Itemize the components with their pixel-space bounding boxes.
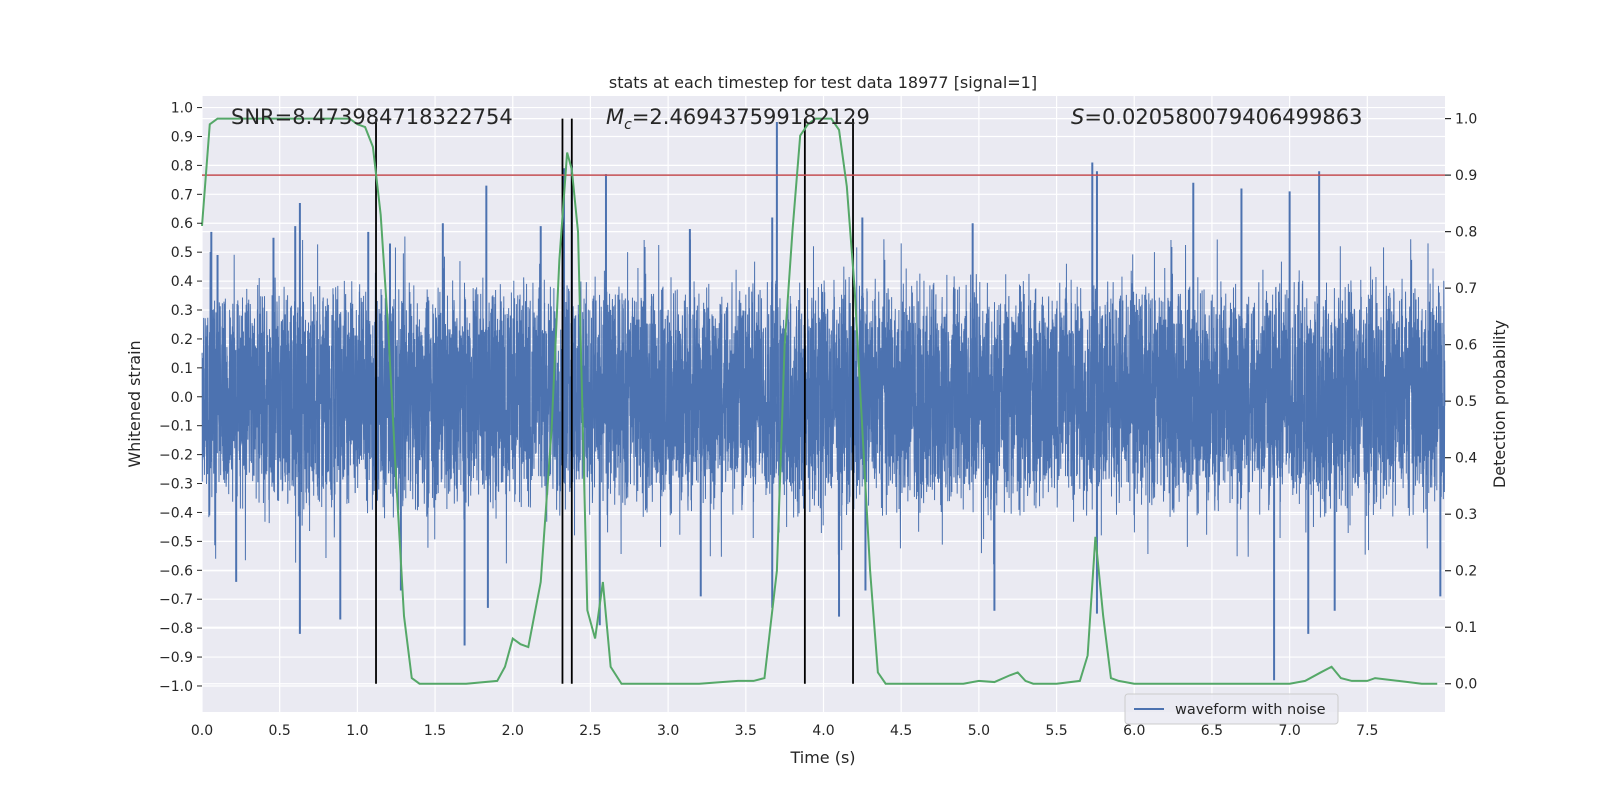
right-tick-label-5: 0.5 [1455, 394, 1477, 410]
s-value: =0.020580079406499863 [1084, 105, 1362, 129]
right-tick-label-0: 0.0 [1455, 677, 1477, 693]
s-annotation: S=0.020580079406499863 [1071, 105, 1362, 129]
left-tick-label-20: 1.0 [171, 101, 193, 117]
x-axis-ticks: 0.0 0.5 1.0 1.5 2.0 2.5 3.0 3.5 4.0 4.5 5.0 5.5 6.0 6… [191, 723, 1379, 739]
x-tick-label-13: 6.5 [1201, 723, 1223, 739]
x-tick-label-5: 2.5 [579, 723, 601, 739]
left-tick-label-19: 0.9 [171, 129, 193, 145]
legend-entry-waveform: waveform with noise [1175, 702, 1326, 718]
left-tick-label-17: 0.7 [171, 187, 193, 203]
left-tick-label-4: −0.6 [159, 563, 193, 579]
left-axis-ticks: −1.0 −0.9 −0.8 −0.7 −0.6 −0.5 −0.4 −0.3 −0.2 −0.1… [159, 101, 202, 695]
right-tick-label-2: 0.2 [1455, 564, 1477, 580]
left-tick-label-7: −0.3 [159, 477, 193, 493]
left-tick-label-12: 0.2 [171, 332, 193, 348]
x-tick-label-9: 4.5 [890, 723, 912, 739]
right-axis-ticks: 0.0 0.1 0.2 0.3 0.4 0.5 0.6 0.7 0.8 0.9 1.0 [1445, 112, 1477, 693]
left-tick-label-16: 0.6 [171, 216, 193, 232]
x-tick-label-0: 0.0 [191, 723, 213, 739]
x-tick-label-1: 0.5 [269, 723, 291, 739]
left-tick-label-8: −0.2 [159, 448, 193, 464]
s-symbol: S [1071, 105, 1084, 129]
chirp-mass-symbol: M [606, 105, 624, 129]
legend: waveform with noise [1124, 693, 1339, 725]
right-tick-label-4: 0.4 [1455, 451, 1477, 467]
x-tick-label-12: 6.0 [1123, 723, 1145, 739]
waveform-series [201, 122, 1446, 681]
right-tick-label-1: 0.1 [1455, 620, 1477, 636]
x-tick-label-11: 5.5 [1045, 723, 1067, 739]
left-tick-label-3: −0.7 [159, 592, 193, 608]
right-tick-label-9: 0.9 [1455, 168, 1477, 184]
x-tick-label-7: 3.5 [735, 723, 757, 739]
right-tick-label-7: 0.7 [1455, 281, 1477, 297]
x-tick-label-10: 5.0 [968, 723, 990, 739]
x-tick-label-4: 2.0 [502, 723, 524, 739]
waveform-line [201, 236, 1446, 565]
left-tick-label-1: −0.9 [159, 650, 193, 666]
left-tick-label-10: 0.0 [171, 390, 193, 406]
chirp-mass-value: =2.469437599182129 [632, 105, 870, 129]
chirp-mass-subscript: c [624, 117, 632, 133]
snr-annotation: SNR=8.473984718322754 [231, 105, 513, 129]
left-tick-label-0: −1.0 [159, 679, 193, 695]
x-tick-label-2: 1.0 [346, 723, 368, 739]
right-tick-label-8: 0.8 [1455, 225, 1477, 241]
x-tick-label-15: 7.5 [1356, 723, 1378, 739]
left-tick-label-11: 0.1 [171, 361, 193, 377]
left-tick-label-15: 0.5 [171, 245, 193, 261]
left-axis-title: Whitened strain [125, 340, 144, 467]
probability-line [201, 117, 1438, 685]
left-tick-label-14: 0.4 [171, 274, 193, 290]
right-axis-title: Detection probability [1490, 320, 1509, 488]
legend-box [1124, 693, 1339, 725]
left-tick-label-9: −0.1 [159, 419, 193, 435]
right-tick-label-3: 0.3 [1455, 507, 1477, 523]
chart-title: stats at each timestep for test data 189… [609, 73, 1037, 92]
vertical-markers [375, 118, 854, 684]
left-tick-label-5: −0.5 [159, 534, 193, 550]
left-tick-label-13: 0.3 [171, 303, 193, 319]
right-tick-label-10: 1.0 [1455, 112, 1477, 128]
x-tick-label-8: 4.0 [812, 723, 834, 739]
x-tick-label-3: 1.5 [424, 723, 446, 739]
x-tick-label-6: 3.0 [657, 723, 679, 739]
chirp-mass-annotation: Mc=2.469437599182129 [606, 105, 870, 133]
x-tick-label-14: 7.0 [1278, 723, 1300, 739]
right-tick-label-6: 0.6 [1455, 338, 1477, 354]
left-tick-label-2: −0.8 [159, 621, 193, 637]
left-tick-label-18: 0.8 [171, 158, 193, 174]
probability-series [201, 117, 1438, 685]
x-axis-title: Time (s) [789, 748, 855, 767]
left-tick-label-6: −0.4 [159, 505, 193, 521]
